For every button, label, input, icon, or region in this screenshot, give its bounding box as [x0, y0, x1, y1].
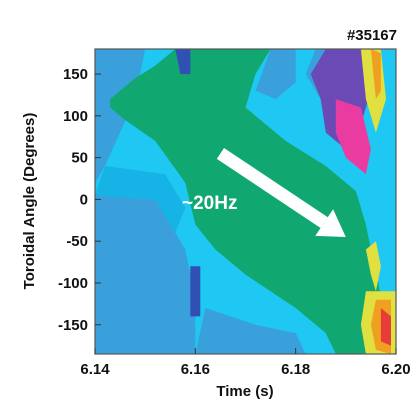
- y-tick-label: -100: [58, 275, 88, 292]
- contour-region-dark_blue: [175, 49, 191, 75]
- plot-frame: [94, 48, 397, 355]
- contour-region-mid: [110, 49, 396, 354]
- y-tick-label: 0: [80, 191, 88, 208]
- contour-regions: [95, 49, 396, 354]
- arrow-head: [315, 209, 346, 237]
- x-tick-labels: 6.14 6.16 6.18 6.20: [80, 361, 410, 378]
- y-tick-label: 100: [63, 108, 88, 125]
- y-tick-label: -50: [66, 233, 88, 250]
- axis-ticks: [94, 73, 397, 354]
- arrow-shaft: [216, 148, 328, 229]
- x-tick-label: 6.16: [181, 361, 210, 378]
- x-tick-label: 6.20: [381, 361, 410, 378]
- x-axis-label: Time (s): [216, 383, 273, 400]
- shot-number-label: #35167: [347, 27, 397, 44]
- contour-region-low: [195, 308, 306, 354]
- contour-region-higher: [370, 49, 381, 100]
- y-tick-label: 50: [71, 150, 88, 167]
- y-axis-label: Toroidal Angle (Degrees): [21, 113, 38, 290]
- y-tick-labels: 150 100 50 0 -50 -100 -150: [58, 66, 88, 334]
- frequency-annotation: ~20Hz: [182, 193, 237, 214]
- contour-region-magenta: [335, 99, 371, 175]
- contour-region-low: [255, 49, 296, 100]
- y-tick-label: -150: [58, 317, 88, 334]
- x-tick-label: 6.14: [80, 361, 110, 378]
- contour-region-low: [95, 195, 196, 354]
- y-tick-label: 150: [63, 66, 88, 83]
- x-tick-label: 6.18: [281, 361, 310, 378]
- contour-region-high: [365, 241, 381, 292]
- contour-region-mid_low: [95, 166, 186, 233]
- contour-region-dark_blue: [190, 266, 201, 317]
- frequency-arrow: [216, 148, 346, 237]
- contour-region-peak: [380, 308, 391, 346]
